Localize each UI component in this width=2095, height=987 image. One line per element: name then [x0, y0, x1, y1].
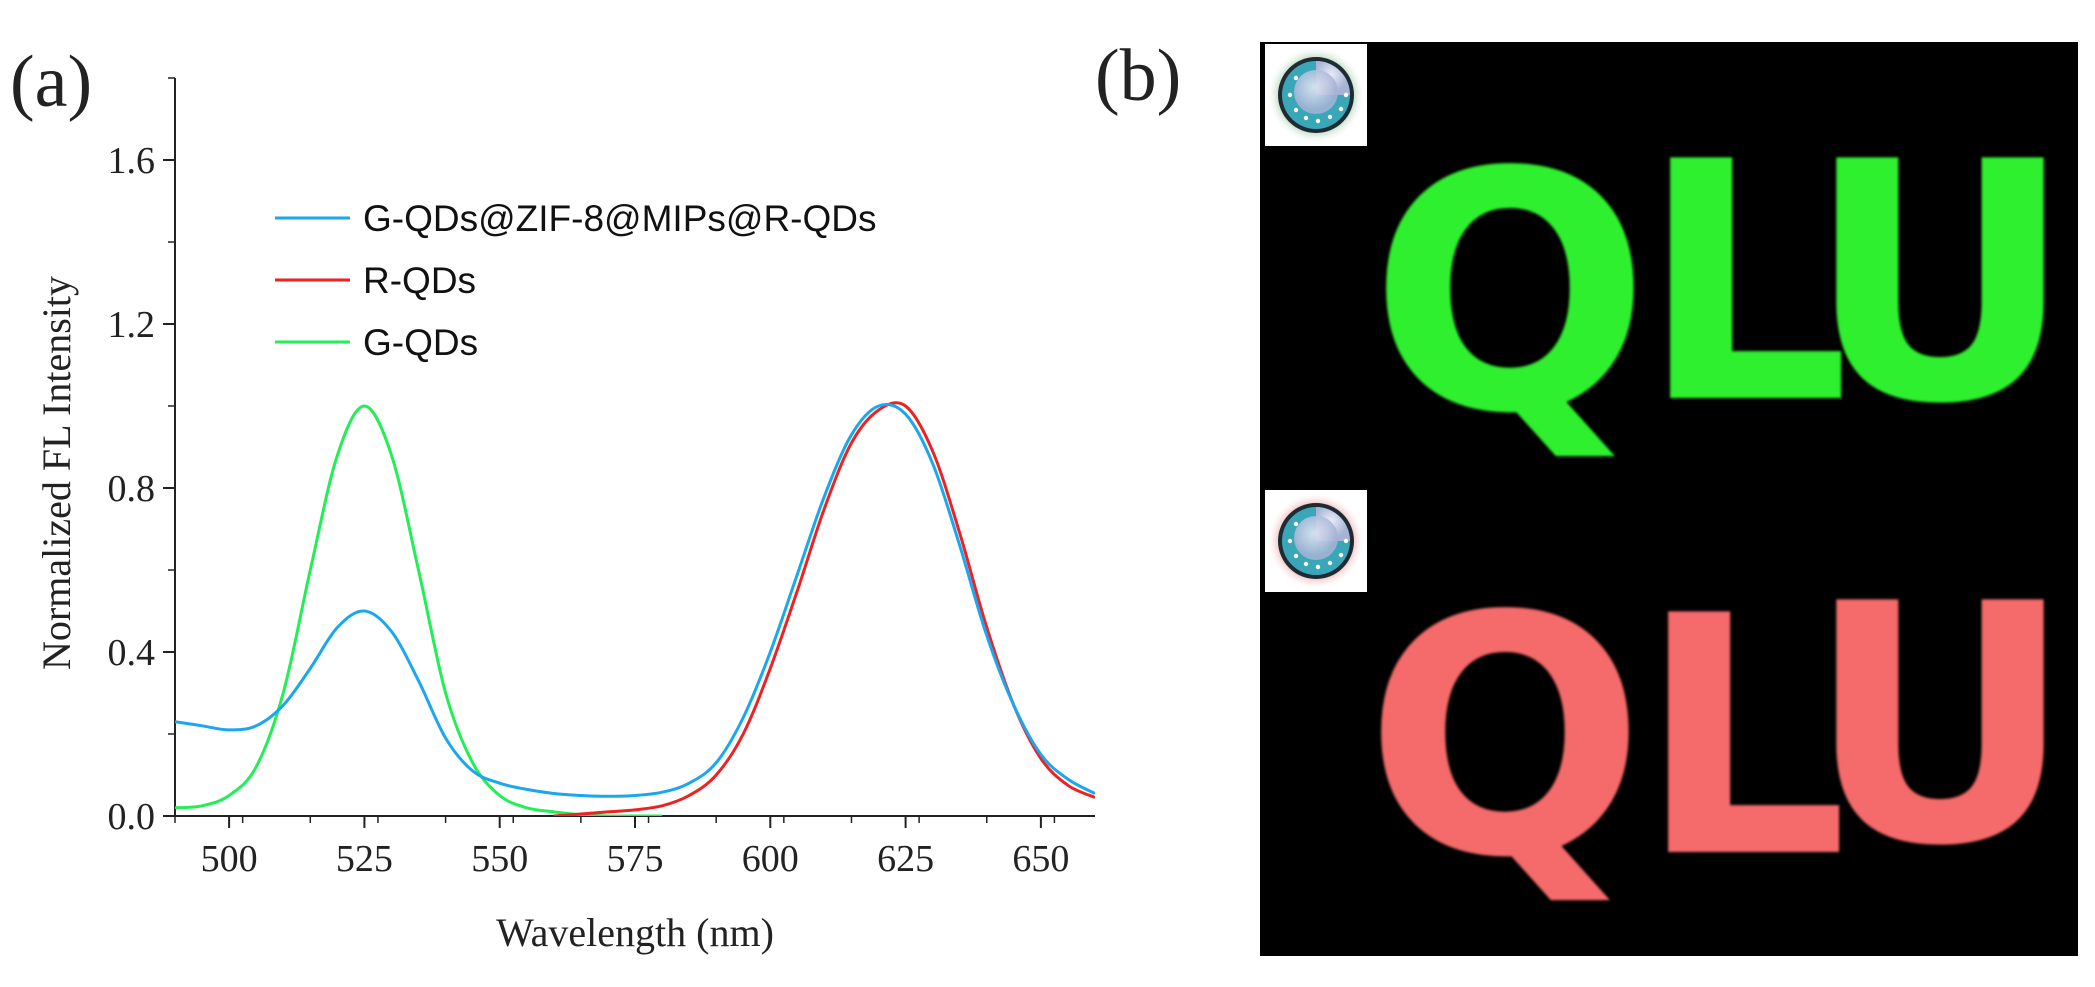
bottom-letter-q: Q [1365, 546, 1646, 930]
x-tick-label: 650 [1012, 838, 1069, 880]
chart-ticks: 500 525 550 575 600 625 650 0.0 0.4 0.8 1.2 1.6 [108, 77, 1069, 880]
x-tick-label: 625 [877, 838, 934, 880]
top-letter-u: U [1806, 92, 2074, 476]
panel-b-label: (b) [1095, 35, 1181, 117]
chart-legend: G-QDs@ZIF-8@MIPs@R-QDs R-QDs G-QDs [275, 198, 876, 363]
chart-axes [174, 78, 1095, 817]
photo-background [1260, 42, 2078, 956]
legend-label-1: R-QDs [363, 260, 476, 301]
y-tick-label: 1.6 [108, 140, 156, 182]
bottom-letter-l: L [1638, 546, 1848, 930]
x-tick-label: 550 [471, 838, 528, 880]
top-letter-q: Q [1370, 102, 1651, 486]
x-tick-label: 500 [201, 838, 258, 880]
y-tick-label: 0.0 [108, 796, 156, 838]
chart-curves [175, 401, 1095, 816]
x-tick-label: 575 [607, 838, 664, 880]
legend-label-0: G-QDs@ZIF-8@MIPs@R-QDs [363, 198, 876, 239]
series-line-1 [553, 401, 1095, 816]
y-axis-title: Normalized FL Intensity [34, 276, 79, 670]
green-qd-particle-badge [1265, 44, 1367, 146]
panel-a-label: (a) [10, 41, 92, 123]
y-tick-label: 1.2 [108, 304, 156, 346]
y-tick-label: 0.8 [108, 468, 156, 510]
bottom-letter-u: U [1806, 534, 2074, 918]
series-line-2 [175, 404, 663, 816]
legend-label-2: G-QDs [363, 322, 478, 363]
x-axis-title: Wavelength (nm) [496, 910, 774, 955]
top-letter-l: L [1640, 92, 1850, 476]
red-qd-particle-badge [1265, 490, 1367, 592]
fluorescence-spectra-chart: 500 525 550 575 600 625 650 0.0 0.4 0.8 1.2 1.6 Wav… [34, 77, 1095, 955]
x-tick-label: 525 [336, 838, 393, 880]
x-tick-label: 600 [742, 838, 799, 880]
y-tick-label: 0.4 [108, 632, 156, 674]
series-line-0 [175, 402, 1095, 798]
qd-letters-photo: Q L U Q L U [1260, 42, 2078, 956]
